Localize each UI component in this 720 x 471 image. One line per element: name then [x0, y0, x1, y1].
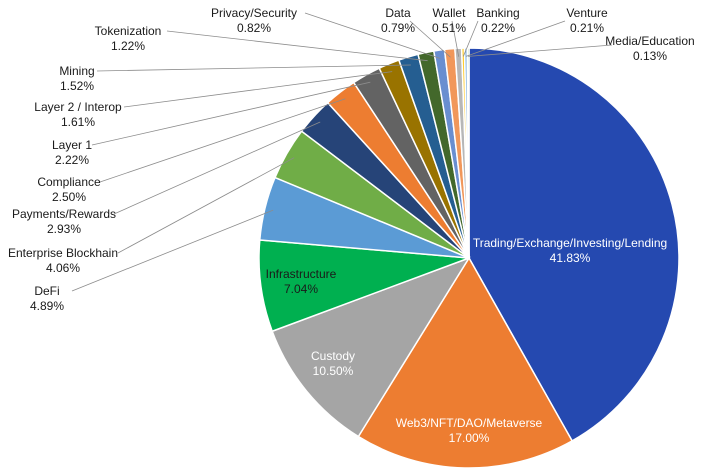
- slice-custody: [271, 256, 471, 438]
- slice-label-tokenization: Tokenization 1.22%: [95, 24, 162, 53]
- slice-label-custody: Custody 10.50%: [311, 349, 355, 378]
- slice-value: 10.50%: [313, 364, 354, 378]
- slice-label-infrastructure: Infrastructure 7.04%: [266, 267, 337, 296]
- slice-category: Banking: [476, 6, 519, 20]
- leader-line-venture: [465, 20, 566, 57]
- leader-line-layer-2-interop: [123, 71, 393, 108]
- pie-slices: [258, 47, 680, 469]
- leader-line-data: [409, 20, 451, 58]
- slice-trading-exchange-investing-lending: [468, 47, 680, 442]
- slice-label-defi: DeFi 4.89%: [30, 284, 64, 313]
- slice-value: 1.61%: [61, 115, 95, 129]
- slice-value: 0.21%: [570, 21, 604, 35]
- slice-value: 4.06%: [46, 261, 80, 275]
- leader-line-layer-1: [91, 81, 371, 146]
- slice-value: 41.83%: [550, 251, 591, 265]
- slice-value: 1.22%: [111, 39, 145, 53]
- slice-category: Data: [385, 6, 411, 20]
- slice-category: Compliance: [37, 175, 101, 189]
- leader-line-enterprise-blockhain: [117, 157, 295, 254]
- slice-label-wallet: Wallet 0.51%: [432, 6, 466, 35]
- slice-category: DeFi: [34, 284, 59, 298]
- slice-value: 4.89%: [30, 299, 64, 313]
- slice-category: Enterprise Blockhain: [8, 246, 118, 260]
- leader-lines: [71, 12, 613, 292]
- slice-value: 17.00%: [449, 431, 490, 445]
- slice-category: Payments/Rewards: [12, 207, 116, 221]
- slice-label-trading-exchange-investing-lending: Trading/Exchange/Investing/Lending 41.83%: [473, 236, 667, 265]
- slice-category: Layer 2 / Interop: [34, 100, 122, 114]
- slice-value: 0.79%: [381, 21, 415, 35]
- slice-label-media-education: Media/Education 0.13%: [605, 34, 694, 63]
- slice-label-compliance: Compliance 2.50%: [37, 175, 101, 204]
- leader-line-payments-rewards: [113, 121, 321, 215]
- leader-line-compliance: [99, 98, 346, 183]
- slice-category: Tokenization: [95, 24, 162, 38]
- slice-label-mining: Mining 1.52%: [59, 64, 94, 93]
- leader-line-defi: [71, 209, 274, 292]
- slice-label-privacy-security: Privacy/Security 0.82%: [211, 6, 297, 35]
- slice-category: Custody: [311, 349, 355, 363]
- slice-category: Web3/NFT/DAO/Metaverse: [396, 416, 543, 430]
- slice-category: Mining: [59, 64, 94, 78]
- slice-category: Privacy/Security: [211, 6, 297, 20]
- slice-label-layer-1: Layer 1 2.22%: [52, 138, 92, 167]
- leader-line-wallet: [451, 20, 460, 57]
- slice-category: Trading/Exchange/Investing/Lending: [473, 236, 667, 250]
- slice-value: 2.22%: [55, 153, 89, 167]
- leader-line-media-education: [468, 44, 613, 57]
- slice-media-education: [466, 47, 470, 259]
- slice-category: Layer 1: [52, 138, 92, 152]
- slice-value: 2.93%: [47, 222, 81, 236]
- slice-label-payments-rewards: Payments/Rewards 2.93%: [12, 207, 116, 236]
- leader-line-tokenization: [166, 30, 428, 62]
- slice-label-enterprise-blockhain: Enterprise Blockhain 4.06%: [8, 246, 118, 275]
- slice-label-data: Data 0.79%: [381, 6, 415, 35]
- leader-line-privacy-security: [304, 12, 441, 59]
- slice-value: 0.82%: [237, 21, 271, 35]
- leader-line-mining: [96, 64, 411, 72]
- slice-category: Venture: [566, 6, 608, 20]
- slice-label-layer-2-interop: Layer 2 / Interop 1.61%: [34, 100, 122, 129]
- slice-value: 1.52%: [60, 79, 94, 93]
- slice-value: 0.51%: [432, 21, 466, 35]
- slice-category: Infrastructure: [266, 267, 337, 281]
- slice-value: 2.50%: [52, 190, 86, 204]
- slice-value: 0.13%: [633, 49, 667, 63]
- slice-value: 0.22%: [481, 21, 515, 35]
- slice-label-web3-nft-dao-metaverse: Web3/NFT/DAO/Metaverse 17.00%: [396, 416, 543, 445]
- slice-value: 7.04%: [284, 282, 318, 296]
- leader-line-banking: [462, 20, 479, 57]
- slice-category: Wallet: [433, 6, 467, 20]
- slice-category: Media/Education: [605, 34, 694, 48]
- slice-labels: Trading/Exchange/Investing/Lending 41.83%…: [8, 6, 695, 445]
- slice-label-banking: Banking 0.22%: [476, 6, 519, 35]
- slice-web3-nft-dao-metaverse: [357, 256, 574, 469]
- slice-label-venture: Venture 0.21%: [566, 6, 608, 35]
